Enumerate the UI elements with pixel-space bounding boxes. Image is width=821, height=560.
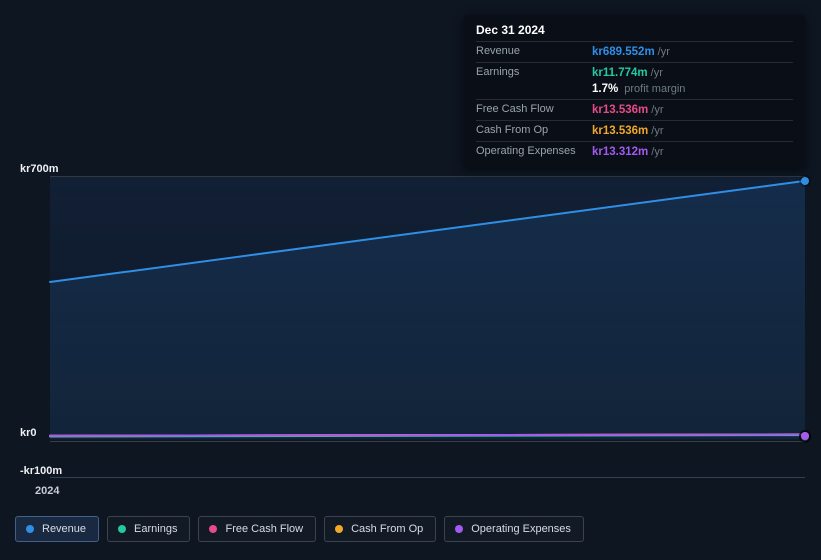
tooltip-sub-value: 1.7% (592, 83, 618, 95)
plot-area[interactable] (50, 176, 805, 478)
chart-lines (50, 177, 805, 477)
series-marker-revenue (801, 177, 809, 185)
tooltip-row-label: Earnings (476, 65, 592, 97)
series-area-revenue (50, 181, 805, 440)
zero-gridline (50, 441, 805, 442)
tooltip-row: Operating Expenseskr13.312m/yr (476, 141, 793, 162)
legend-dot-icon (26, 525, 34, 533)
chart-tooltip: Dec 31 2024 Revenuekr689.552m/yrEarnings… (464, 15, 805, 168)
y-axis-label: kr0 (20, 427, 37, 439)
legend-dot-icon (118, 525, 126, 533)
series-marker-opex (801, 432, 809, 440)
y-axis-label: kr700m (20, 163, 59, 175)
legend-dot-icon (455, 525, 463, 533)
legend-item-earnings[interactable]: Earnings (107, 516, 190, 542)
tooltip-row-value: kr689.552m (592, 46, 655, 58)
series-line-opex (50, 435, 805, 436)
legend-item-label: Cash From Op (351, 523, 423, 535)
tooltip-row-suffix: /yr (651, 146, 663, 158)
legend-item-label: Free Cash Flow (225, 523, 303, 535)
x-axis-label: 2024 (35, 485, 59, 497)
tooltip-row-label: Free Cash Flow (476, 102, 592, 118)
tooltip-sub-label: profit margin (621, 83, 685, 95)
tooltip-row-value: kr13.312m (592, 146, 648, 158)
tooltip-row-suffix: /yr (651, 104, 663, 116)
tooltip-date: Dec 31 2024 (476, 23, 793, 41)
legend-item-opex[interactable]: Operating Expenses (444, 516, 584, 542)
tooltip-row-value: kr13.536m (592, 104, 648, 116)
legend-item-fcf[interactable]: Free Cash Flow (198, 516, 316, 542)
tooltip-row-suffix: /yr (651, 67, 663, 79)
legend-item-label: Revenue (42, 523, 86, 535)
y-axis-label: -kr100m (20, 465, 62, 477)
tooltip-row-value: kr13.536m (592, 125, 648, 137)
tooltip-row: Earningskr11.774m/yr 1.7% profit margin (476, 62, 793, 99)
tooltip-row-suffix: /yr (658, 46, 670, 58)
tooltip-row-label: Operating Expenses (476, 144, 592, 160)
tooltip-row-value: kr11.774m (592, 67, 648, 79)
tooltip-row: Cash From Opkr13.536m/yr (476, 120, 793, 141)
tooltip-row-label: Revenue (476, 44, 592, 60)
legend-dot-icon (335, 525, 343, 533)
tooltip-row: Revenuekr689.552m/yr (476, 41, 793, 62)
legend-item-label: Earnings (134, 523, 177, 535)
tooltip-row-label: Cash From Op (476, 123, 592, 139)
chart-legend: Revenue Earnings Free Cash Flow Cash From O… (15, 516, 584, 542)
legend-item-revenue[interactable]: Revenue (15, 516, 99, 542)
legend-item-label: Operating Expenses (471, 523, 571, 535)
legend-dot-icon (209, 525, 217, 533)
tooltip-row: Free Cash Flowkr13.536m/yr (476, 99, 793, 120)
legend-item-cfo[interactable]: Cash From Op (324, 516, 436, 542)
tooltip-row-suffix: /yr (651, 125, 663, 137)
